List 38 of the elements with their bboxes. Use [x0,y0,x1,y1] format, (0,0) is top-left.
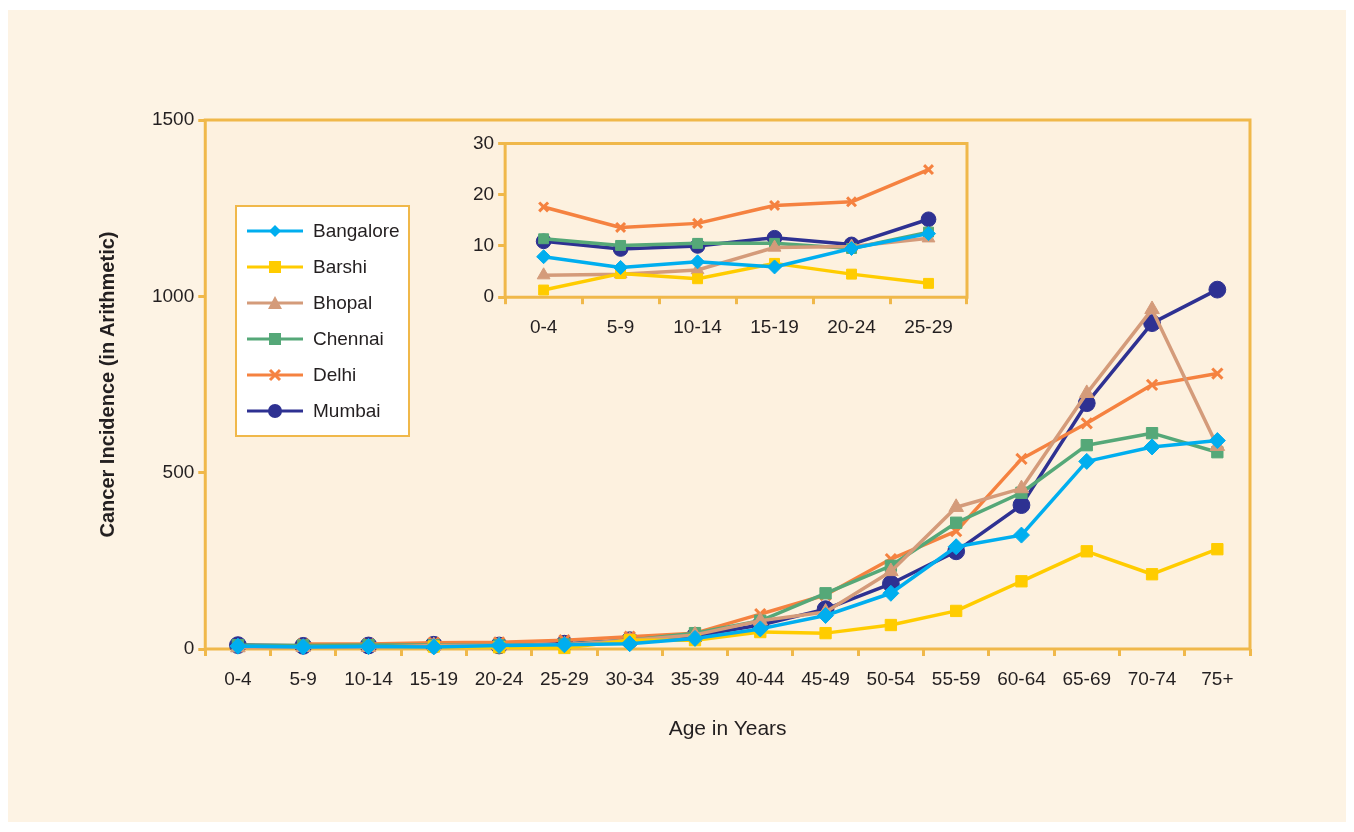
x-tick-label: 10-14 [344,667,394,689]
x-tick-label: 25-29 [904,315,953,337]
x-tick-label: 70-74 [1127,667,1177,689]
x-tick-label: 60-64 [997,667,1047,689]
legend-label: Chennai [313,328,384,350]
x-tick-label: 5-9 [606,315,635,337]
x-tick-label: 50-54 [866,667,916,689]
legend-label: Bangalore [313,220,400,242]
x-tick-label: 20-24 [827,315,877,337]
x-tick-label: 15-19 [409,667,459,689]
x-tick-label: 25-29 [540,667,589,689]
x-tick-label: 45-49 [801,667,850,689]
y-tick-label: 500 [162,460,195,482]
y-tick-label: 0 [183,637,195,659]
x-tick-label: 20-24 [474,667,524,689]
x-tick-label: 55-59 [931,667,981,689]
x-tick-label: 15-19 [750,315,799,337]
x-tick-label: 35-39 [670,667,720,689]
y-tick-label: 1000 [151,284,195,306]
x-tick-label: 10-14 [673,315,723,337]
y-tick-label: 1500 [151,108,195,130]
y-axis-title: Cancer Incidence (in Arithmetic) [95,231,118,538]
legend-label: Delhi [313,364,357,386]
legend-label: Mumbai [313,400,381,422]
legend-label: Bhopal [313,292,373,314]
x-tick-label: 5-9 [289,667,317,689]
x-tick-label: 0-4 [224,667,253,689]
x-tick-label: 0-4 [529,315,558,337]
y-tick-label: 30 [472,131,495,153]
y-tick-label: 0 [483,285,495,307]
y-tick-label: 20 [472,182,495,204]
x-tick-label: 75+ [1201,667,1234,689]
x-tick-label: 40-44 [735,667,785,689]
x-tick-label: 65-69 [1062,667,1112,689]
legend-label: Barshi [313,256,367,278]
y-tick-label: 10 [472,234,495,256]
x-tick-label: 30-34 [605,667,655,689]
x-axis-title: Age in Years [668,716,787,740]
